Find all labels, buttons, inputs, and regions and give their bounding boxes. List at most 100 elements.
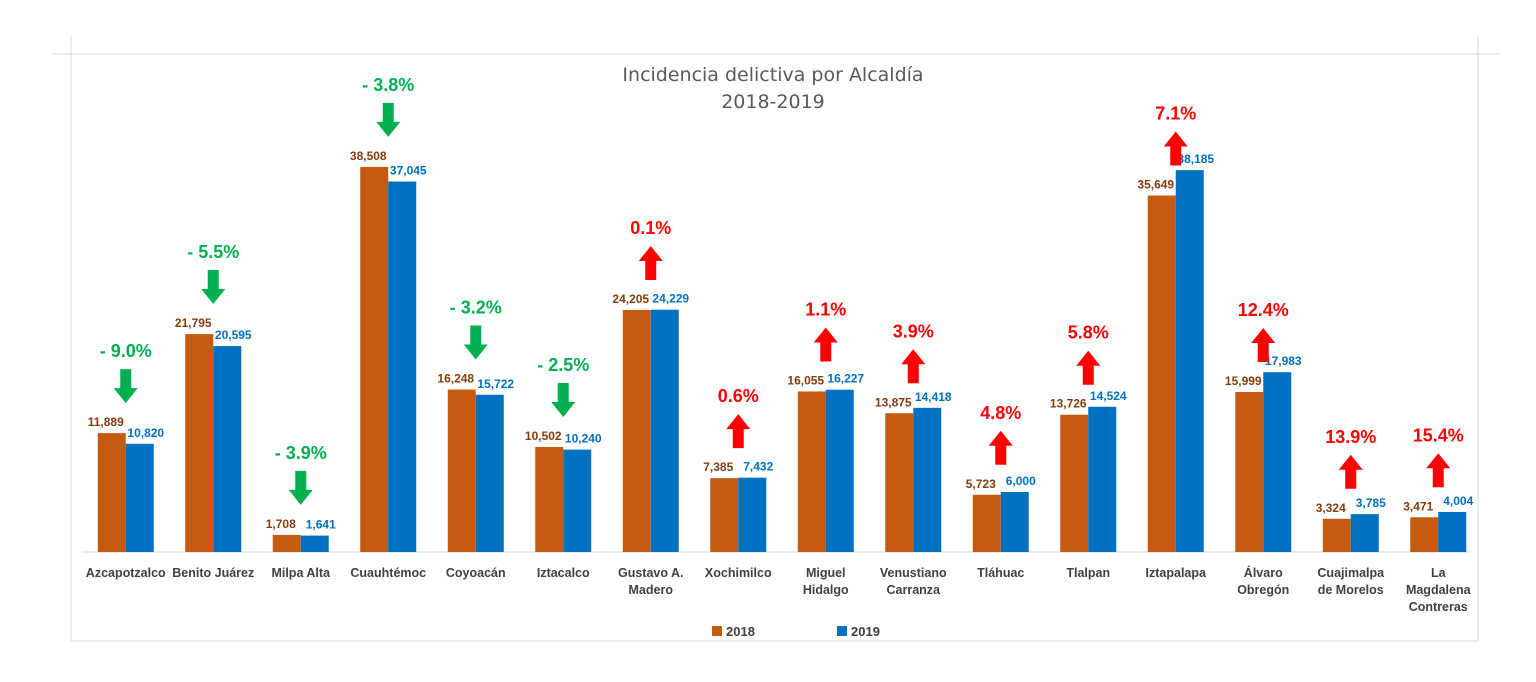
change-percent-label: - 9.0%: [100, 341, 152, 361]
arrow-down-icon: [288, 470, 313, 505]
value-label-2018: 13,875: [875, 395, 912, 409]
change-percent-label: 15.4%: [1413, 425, 1464, 445]
change-percent-label: 12.4%: [1238, 300, 1289, 320]
category-label: Milpa Alta: [271, 566, 331, 580]
value-label-2018: 15,999: [1225, 374, 1262, 388]
bar-2019: [1000, 492, 1029, 552]
arrow-down-icon: [113, 369, 138, 404]
bar-2019: [738, 477, 767, 552]
chart-title: Incidencia delictiva por Alcaldía: [622, 64, 923, 86]
value-label-2019: 3,785: [1356, 496, 1386, 510]
bar-2018: [710, 478, 739, 552]
change-percent-label: 3.9%: [893, 321, 934, 341]
category-label: Magdalena: [1406, 583, 1472, 597]
category-label: Contreras: [1409, 600, 1468, 614]
value-label-2018: 1,708: [266, 517, 296, 531]
category-label: Obregón: [1237, 583, 1289, 597]
category-label: Cuauhtémoc: [350, 566, 426, 580]
value-label-2019: 24,229: [652, 292, 689, 306]
bar-2019: [1088, 406, 1117, 552]
value-label-2019: 14,524: [1090, 389, 1127, 403]
category-label: Coyoacán: [446, 566, 506, 580]
value-label-2018: 16,248: [437, 372, 474, 386]
bar-2018: [360, 166, 389, 553]
legend-swatch-2018: [712, 626, 722, 636]
arrow-up-icon: [1251, 328, 1276, 363]
arrow-up-icon: [901, 349, 926, 384]
bar-2019: [563, 449, 592, 552]
category-label: Miguel: [806, 566, 846, 580]
bar-2019: [300, 535, 329, 552]
change-percent-label: 5.8%: [1068, 323, 1109, 343]
legend-label-2018: 2018: [726, 624, 755, 639]
change-percent-label: 0.1%: [630, 218, 671, 238]
bar-2019: [913, 407, 942, 552]
bar-2019: [125, 443, 154, 552]
bar-2019: [1175, 170, 1204, 552]
value-label-2018: 10,502: [525, 429, 562, 443]
legend-label-2019: 2019: [851, 624, 880, 639]
category-label: Hidalgo: [803, 583, 849, 597]
arrow-down-icon: [463, 325, 488, 360]
bar-2019: [1350, 514, 1379, 552]
value-label-2019: 16,227: [827, 372, 864, 386]
change-percent-label: 0.6%: [718, 386, 759, 406]
bar-2018: [1060, 414, 1089, 552]
value-label-2018: 13,726: [1050, 397, 1087, 411]
arrow-up-icon: [1338, 454, 1363, 489]
bar-2019: [388, 181, 417, 553]
bar-2019: [1438, 511, 1467, 552]
category-label: Tláhuac: [977, 566, 1024, 580]
arrow-down-icon: [201, 270, 226, 305]
category-label: Azcapotzalco: [86, 566, 166, 580]
value-label-2018: 11,889: [88, 415, 124, 429]
bar-2019: [650, 309, 679, 552]
value-label-2019: 1,641: [306, 518, 336, 532]
value-label-2019: 37,045: [390, 164, 427, 178]
change-percent-label: - 5.5%: [187, 242, 239, 262]
bar-2019: [825, 389, 854, 552]
value-label-2018: 7,385: [703, 460, 733, 474]
legend-swatch-2019: [837, 626, 847, 636]
value-label-2019: 38,185: [1177, 152, 1214, 166]
value-label-2018: 5,723: [966, 477, 996, 491]
category-label: Carranza: [887, 583, 942, 597]
category-label: Cuajimalpa: [1317, 566, 1385, 580]
arrow-down-icon: [376, 102, 401, 137]
arrow-down-icon: [551, 382, 576, 417]
value-label-2018: 3,324: [1316, 501, 1346, 515]
arrow-up-icon: [638, 245, 663, 280]
change-percent-label: - 3.8%: [362, 75, 414, 95]
value-label-2018: 3,471: [1403, 499, 1433, 513]
value-label-2019: 20,595: [215, 328, 252, 342]
bar-2019: [213, 346, 242, 552]
value-label-2018: 35,649: [1137, 178, 1174, 192]
change-percent-label: 7.1%: [1155, 104, 1196, 124]
value-label-2019: 7,432: [743, 460, 773, 474]
bar-2019: [475, 394, 504, 552]
bar-2018: [1147, 195, 1176, 552]
value-label-2019: 6,000: [1006, 474, 1036, 488]
bar-2018: [972, 494, 1001, 552]
arrow-up-icon: [1076, 350, 1101, 385]
category-label: Madero: [629, 583, 674, 597]
bar-2018: [185, 334, 214, 552]
value-label-2018: 21,795: [175, 316, 212, 330]
change-percent-label: 1.1%: [805, 299, 846, 319]
change-percent-label: - 3.2%: [450, 298, 502, 318]
bar-2018: [1235, 392, 1264, 552]
bar-2018: [1410, 517, 1439, 552]
bar-2018: [622, 309, 651, 552]
value-label-2019: 17,983: [1265, 354, 1302, 368]
arrow-up-icon: [813, 327, 838, 362]
category-label: Tlalpan: [1066, 566, 1110, 580]
change-percent-label: - 3.9%: [275, 443, 327, 463]
value-label-2018: 16,055: [787, 373, 824, 387]
bar-2019: [1263, 372, 1292, 552]
value-label-2019: 10,240: [565, 432, 602, 446]
value-label-2018: 24,205: [612, 292, 649, 306]
arrow-up-icon: [988, 430, 1013, 465]
legend: 2018 2019: [712, 624, 880, 639]
bar-2018: [535, 446, 564, 552]
